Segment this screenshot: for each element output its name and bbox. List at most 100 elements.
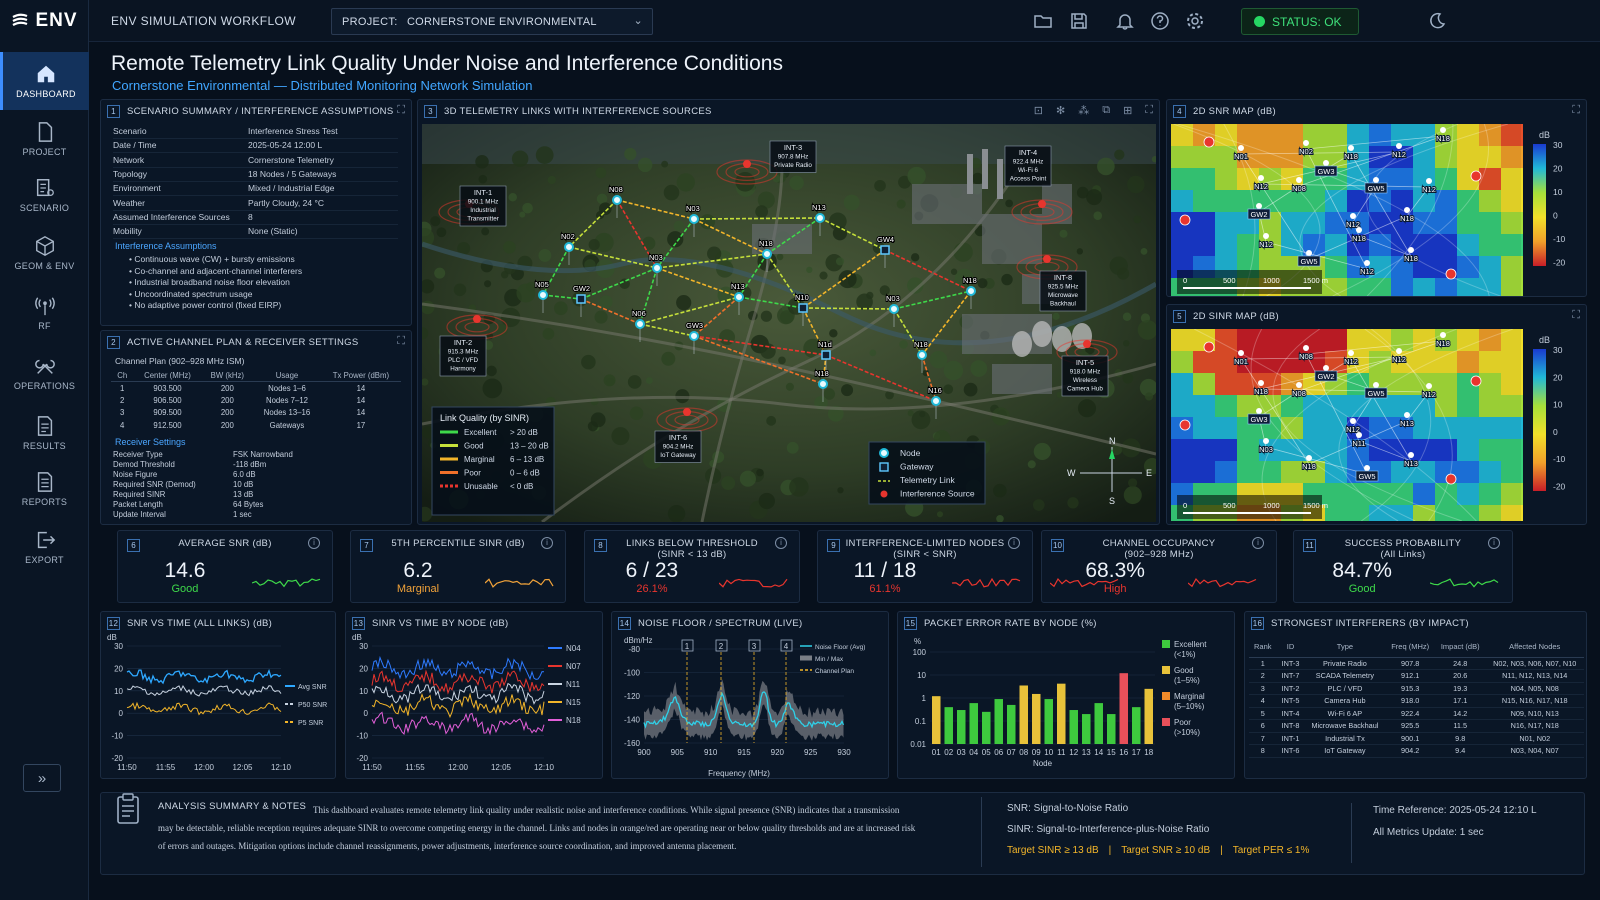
telemetry-link[interactable]: [542, 294, 582, 300]
telemetry-link[interactable]: [819, 217, 886, 251]
folder-icon[interactable]: [1033, 11, 1053, 31]
telemetry-link[interactable]: [921, 290, 972, 356]
interference-source-icon[interactable]: [1083, 340, 1091, 348]
camera-icon[interactable]: ⊡: [1033, 105, 1043, 117]
per-bar[interactable]: [1044, 699, 1054, 744]
map-node[interactable]: [1404, 412, 1410, 418]
table-row[interactable]: 4 INT-5 Camera Hub 918.0 17.1 N15, N16, N17, …: [1249, 694, 1584, 708]
per-bar[interactable]: [1019, 685, 1029, 744]
node-marker[interactable]: [818, 379, 828, 389]
per-bar[interactable]: [1032, 693, 1041, 744]
kpi-card[interactable]: 6 AVERAGE SNR (dB) i 14.6 Good: [117, 530, 333, 603]
map-node[interactable]: [1440, 127, 1446, 133]
kpi-card[interactable]: 9 INTERFERENCE-LIMITED NODES (SINR < SNR) i…: [817, 530, 1033, 603]
interference-source-icon[interactable]: [473, 315, 481, 323]
map-node[interactable]: [1396, 348, 1402, 354]
node-marker[interactable]: [931, 396, 941, 406]
per-bar[interactable]: [932, 696, 941, 744]
telemetry-link[interactable]: [893, 308, 923, 356]
map-node[interactable]: [1373, 177, 1379, 183]
interference-source-icon[interactable]: [683, 408, 691, 416]
series-line[interactable]: [371, 682, 545, 705]
table-row[interactable]: 8 INT-6 IoT Gateway 904.2 9.4 N03, N04, N07: [1249, 744, 1584, 758]
series-line[interactable]: [371, 655, 545, 681]
per-bar[interactable]: [957, 710, 966, 744]
map-node[interactable]: [1263, 233, 1269, 239]
expand-icon[interactable]: ⛶: [397, 104, 405, 116]
telemetry-link[interactable]: [639, 323, 695, 337]
node-marker[interactable]: [652, 263, 662, 273]
nav-export[interactable]: EXPORT: [0, 518, 89, 576]
telemetry-link[interactable]: [738, 253, 768, 298]
map-node[interactable]: [1263, 438, 1269, 444]
node-marker[interactable]: [815, 213, 825, 223]
telemetry-link[interactable]: [568, 199, 618, 248]
table-row[interactable]: 6 INT-8 Microwave Backhaul 925.5 11.5 N16, N1…: [1249, 719, 1584, 733]
nav-dashboard[interactable]: DASHBOARD: [0, 52, 89, 110]
per-bar[interactable]: [1094, 703, 1104, 744]
gateway-marker[interactable]: [798, 303, 808, 313]
telemetry-link[interactable]: [802, 249, 886, 309]
series-line[interactable]: [126, 701, 282, 716]
snr-heatmap[interactable]: N01 N02 N18 N12 N18 GW3 N12 N08 GW5 N12 GW2 N12 N18 N…: [1171, 124, 1583, 296]
map-node[interactable]: [1348, 145, 1354, 151]
telemetry-link[interactable]: [766, 217, 821, 255]
gateway-marker[interactable]: [821, 350, 831, 360]
map-node[interactable]: [1404, 207, 1410, 213]
nav-reports[interactable]: REPORTS: [0, 460, 89, 518]
telemetry-link[interactable]: [656, 267, 740, 298]
kpi-card[interactable]: 8 LINKS BELOW THRESHOLD (SINR < 13 dB) i 6 /…: [584, 530, 800, 603]
map-node[interactable]: [1356, 227, 1362, 233]
nav-operations[interactable]: OPERATIONS: [0, 344, 89, 402]
info-icon[interactable]: i: [541, 537, 553, 549]
telemetry-link[interactable]: [802, 307, 895, 310]
map-node[interactable]: [1256, 408, 1262, 414]
per-bar[interactable]: [969, 703, 979, 744]
node-marker[interactable]: [538, 290, 548, 300]
telemetry-link[interactable]: [580, 298, 641, 325]
telemetry-link[interactable]: [616, 199, 695, 220]
expand-icon[interactable]: ⛶: [1145, 104, 1153, 116]
table-row[interactable]: 2 INT-7 SCADA Telemetry 912.1 20.6 N11, N12, …: [1249, 669, 1584, 683]
map-node[interactable]: [1258, 380, 1264, 386]
interference-source-icon[interactable]: [743, 160, 751, 168]
map-node[interactable]: [1348, 350, 1354, 356]
map-node[interactable]: [1323, 365, 1329, 371]
node-marker[interactable]: [917, 350, 927, 360]
map-node[interactable]: [1306, 455, 1312, 461]
network-icon[interactable]: ⁂: [1078, 105, 1090, 117]
map-node[interactable]: [1238, 350, 1244, 356]
map-node[interactable]: [1364, 465, 1370, 471]
map-node[interactable]: [1426, 178, 1432, 184]
telemetry-link[interactable]: [893, 290, 972, 310]
info-icon[interactable]: i: [775, 537, 787, 549]
moon-icon[interactable]: [1427, 11, 1447, 31]
telemetry-link[interactable]: [693, 335, 824, 385]
table-row[interactable]: 7 INT-1 Industrial Tx 900.1 9.8 N01, N02: [1249, 732, 1584, 745]
per-bar[interactable]: [1107, 714, 1116, 744]
map-node[interactable]: [1238, 145, 1244, 151]
sinr-heatmap[interactable]: N01 N08 N12 N12 N18 GW2 N18 N08 GW5 N12 GW3 N12 N13 N…: [1171, 329, 1583, 521]
telemetry-link[interactable]: [639, 296, 740, 325]
map-node[interactable]: [1256, 203, 1262, 209]
map-node[interactable]: [1396, 143, 1402, 149]
node-marker[interactable]: [734, 292, 744, 302]
telemetry-link[interactable]: [738, 296, 804, 309]
layers-icon[interactable]: ⧉: [1102, 104, 1111, 116]
telemetry-link[interactable]: [693, 217, 821, 220]
telemetry-link[interactable]: [542, 246, 570, 296]
nav-geom-env[interactable]: GEOM & ENV: [0, 224, 89, 282]
bell-icon[interactable]: [1115, 11, 1135, 31]
node-marker[interactable]: [689, 331, 699, 341]
node-marker[interactable]: [762, 249, 772, 259]
info-icon[interactable]: i: [1252, 537, 1264, 549]
info-icon[interactable]: i: [1008, 537, 1020, 549]
app-logo[interactable]: ENV: [0, 0, 89, 42]
interference-source-icon[interactable]: [1038, 200, 1046, 208]
telemetry-link[interactable]: [580, 267, 658, 300]
telemetry-link[interactable]: [921, 354, 937, 402]
